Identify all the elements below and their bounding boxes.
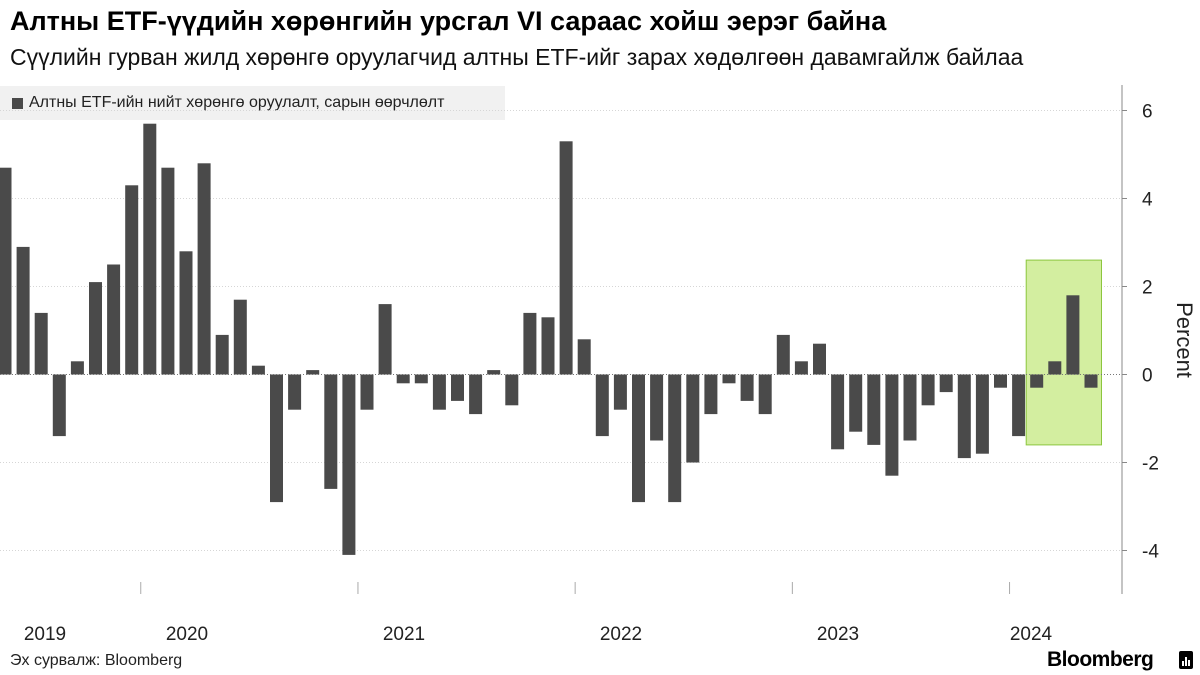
- bar: [523, 312, 537, 375]
- bar: [1048, 361, 1062, 375]
- brand-logo: Bloomberg: [1047, 648, 1154, 671]
- bar-chart: 6 4 2 0 -2 -4 Percent 2019 2020 2021 2022 2023 2024: [0, 85, 1197, 640]
- bar: [559, 141, 573, 375]
- x-tick-label: 2022: [600, 624, 642, 640]
- bar: [595, 374, 609, 437]
- bar: [179, 251, 193, 375]
- bar: [957, 374, 971, 459]
- bar: [324, 374, 338, 489]
- y-tick-label: 6: [1142, 102, 1153, 123]
- bar: [849, 374, 863, 432]
- bar: [650, 374, 664, 441]
- bar: [306, 370, 320, 375]
- bar: [143, 123, 157, 375]
- bar: [921, 374, 935, 406]
- bar: [342, 374, 356, 555]
- bar: [270, 374, 283, 503]
- y-tick-label: -2: [1142, 454, 1159, 475]
- bar: [722, 374, 736, 384]
- legend-swatch: [12, 97, 23, 109]
- bar: [794, 361, 808, 375]
- legend-label: Алтны ETF-ийн нийт хөрөнгө оруулалт, сар…: [29, 94, 445, 111]
- bar: [70, 361, 84, 375]
- bar: [975, 374, 989, 454]
- bar: [813, 343, 826, 375]
- bar: [233, 299, 247, 375]
- bloomberg-chart-icon: [1179, 651, 1193, 669]
- bar: [251, 365, 265, 375]
- bar: [939, 374, 953, 393]
- bar: [451, 374, 464, 401]
- bar: [1012, 374, 1026, 437]
- bar: [288, 374, 302, 410]
- bar: [215, 334, 229, 375]
- bar: [197, 163, 211, 375]
- bar: [885, 374, 899, 476]
- chart-title: Алтны ETF-үүдийн хөрөнгийн урсгал VI сар…: [10, 6, 887, 36]
- bar: [1066, 295, 1080, 375]
- bar: [125, 185, 139, 375]
- source-note: Эх сурвалж: Bloomberg: [10, 652, 183, 669]
- bar: [161, 167, 175, 375]
- bar: [52, 374, 66, 437]
- bar: [994, 374, 1007, 388]
- bar: [1030, 374, 1044, 388]
- bar: [378, 304, 392, 375]
- bar: [360, 374, 374, 410]
- y-axis-title: Percent: [1172, 302, 1197, 378]
- bar: [432, 374, 446, 410]
- x-tick-label: 2020: [166, 624, 208, 640]
- bar: [668, 374, 682, 503]
- highlight-box: [1025, 259, 1102, 446]
- bar: [487, 370, 501, 375]
- bar: [541, 317, 555, 375]
- x-tick-label: 2023: [817, 624, 859, 640]
- bar: [632, 374, 645, 503]
- legend: Алтны ETF-ийн нийт хөрөнгө оруулалт, сар…: [0, 86, 505, 120]
- bar: [396, 374, 410, 384]
- y-tick-label: 0: [1142, 366, 1153, 387]
- bar: [613, 374, 627, 410]
- x-tick-label: 2021: [383, 624, 425, 640]
- bar: [577, 339, 591, 375]
- bar: [107, 264, 121, 375]
- y-tick-label: 4: [1142, 190, 1153, 211]
- y-tick-label: -4: [1142, 542, 1159, 563]
- bar: [704, 374, 718, 415]
- bar: [1084, 374, 1098, 388]
- bar: [831, 374, 845, 450]
- chart-subtitle: Сүүлийн гурван жилд хөрөнгө оруулагчид а…: [10, 44, 1024, 70]
- bar: [867, 374, 881, 445]
- bar: [414, 374, 428, 384]
- bar: [758, 374, 772, 415]
- y-tick-label: 2: [1142, 278, 1153, 299]
- x-tick-label: 2024: [1010, 624, 1053, 640]
- bar: [16, 246, 30, 375]
- bar: [686, 374, 700, 463]
- bar: [903, 374, 917, 441]
- bar: [776, 334, 790, 375]
- bar: [505, 374, 519, 406]
- bar: [89, 282, 102, 375]
- bar: [740, 374, 754, 401]
- x-tick-label: 2019: [24, 624, 66, 640]
- bar: [0, 167, 12, 375]
- bar: [469, 374, 483, 415]
- bar: [34, 312, 48, 375]
